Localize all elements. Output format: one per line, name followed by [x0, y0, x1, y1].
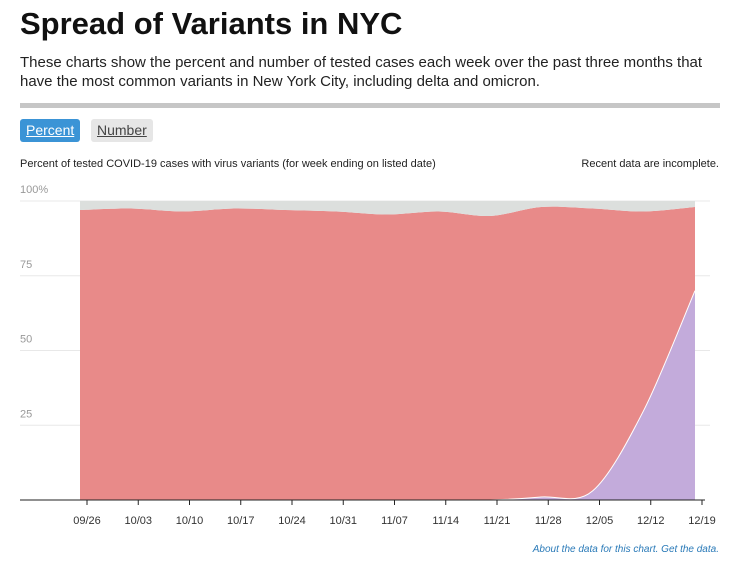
chart-note: Recent data are incomplete.: [581, 158, 719, 170]
page-title: Spread of Variants in NYC: [20, 6, 403, 41]
x-tick-label: 12/05: [586, 515, 614, 527]
y-tick-label: 100%: [20, 184, 48, 196]
x-tick-label: 10/03: [124, 515, 152, 527]
x-tick-label: 11/28: [535, 515, 562, 527]
x-tick-label: 10/24: [278, 515, 306, 527]
number-toggle-button[interactable]: Number: [91, 119, 153, 142]
x-tick-label: 10/17: [227, 515, 255, 527]
x-tick-label: 11/14: [432, 515, 459, 527]
chart-footer: About the data for this chart. Get the d…: [533, 544, 719, 555]
x-tick-label: 11/07: [381, 515, 408, 527]
area-other: [80, 201, 695, 217]
area-delta: [80, 206, 695, 501]
page-subtitle: These charts show the percent and number…: [20, 54, 703, 90]
area-series: [79, 201, 696, 501]
about-data-link[interactable]: About the data for this chart.: [532, 544, 659, 555]
x-tick-label: 12/12: [637, 515, 665, 527]
area-omicron: [80, 290, 695, 501]
get-data-link[interactable]: Get the data.: [661, 544, 719, 555]
x-tick-label: 11/21: [484, 515, 511, 527]
y-tick-label: 50: [20, 334, 32, 346]
x-tick-label: 09/26: [73, 515, 101, 527]
x-axis: 09/26 10/03 10/10 10/17 10/24 10/31 11/07 11/14…: [20, 499, 716, 527]
x-tick-label: 10/10: [176, 515, 204, 527]
header-divider: [20, 103, 720, 108]
y-tick-label: 25: [20, 408, 32, 420]
x-tick-label: 12/19: [688, 515, 716, 527]
chart-label: Percent of tested COVID-19 cases with vi…: [20, 158, 436, 170]
y-tick-label: 75: [20, 259, 32, 271]
x-tick-label: 10/31: [329, 515, 357, 527]
percent-toggle-button[interactable]: Percent: [20, 119, 81, 142]
